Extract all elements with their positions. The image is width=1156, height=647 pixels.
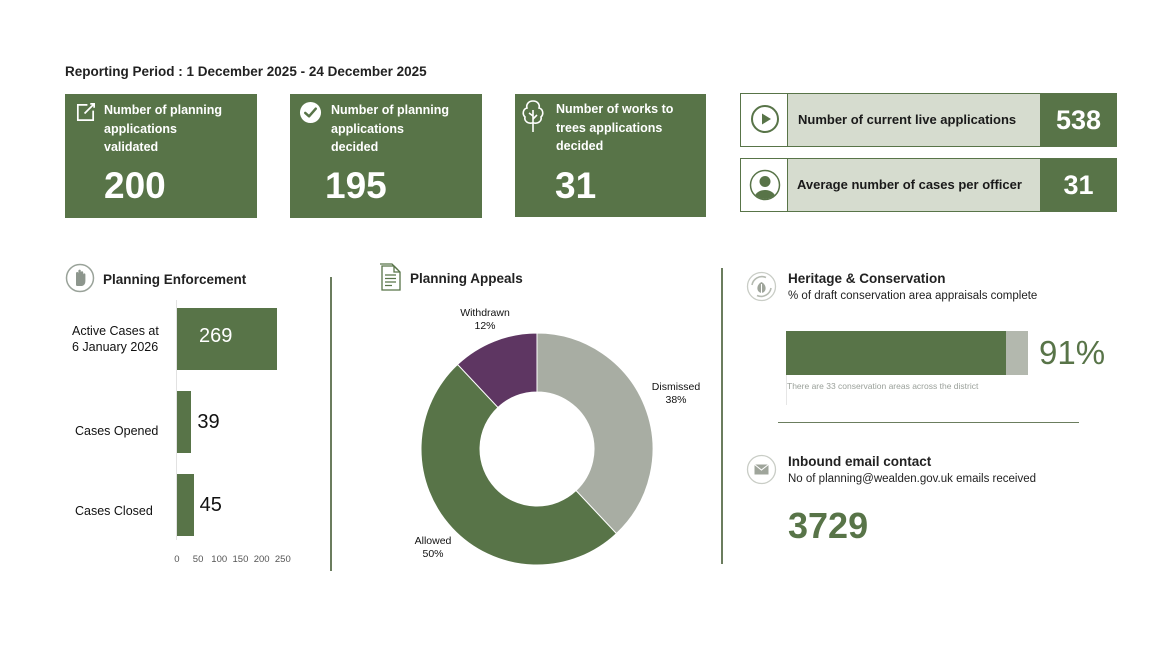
- tile-tree-applications-decided: Number of works to trees applications de…: [515, 94, 706, 217]
- enforcement-bar-value: 39: [197, 411, 220, 433]
- heritage-note: There are 33 conservation areas across t…: [787, 381, 979, 391]
- enforcement-bar: [177, 474, 194, 536]
- donut-label-name: Dismissed: [651, 381, 701, 393]
- enforcement-axis-tick: 50: [192, 554, 204, 565]
- check-circle-icon: [299, 101, 322, 124]
- enforcement-bar-value: 269: [199, 325, 233, 347]
- enforcement-title: Planning Enforcement: [103, 272, 247, 287]
- reporting-period: Reporting Period : 1 December 2025 - 24 …: [65, 64, 427, 79]
- donut-label-pct: 12%: [474, 320, 496, 332]
- enforcement-bar: [177, 308, 277, 370]
- heritage-progress-fill: [786, 331, 1007, 375]
- donut-slice-allowed: [420, 363, 618, 566]
- tile-value: 31: [555, 165, 597, 206]
- enforcement-bar: [177, 391, 192, 453]
- enforcement-category-label: Active Cases at 6 January 2026: [72, 323, 159, 355]
- play-icon: [751, 105, 779, 133]
- donut-label-pct: 38%: [665, 394, 687, 406]
- donut-slice-dismissed: [536, 332, 654, 535]
- enforcement-axis-tick: 0: [174, 554, 180, 565]
- heritage-percent: 91%: [1039, 334, 1106, 371]
- enforcement-axis-tick: 150: [232, 554, 249, 565]
- heritage-title: Heritage & Conservation: [788, 271, 946, 286]
- section-divider: [721, 268, 723, 564]
- tile-label-line: Number of works to: [556, 102, 674, 116]
- envelope-icon: [746, 454, 777, 485]
- tile-applications-validated: Number of planning applications validate…: [65, 94, 257, 218]
- tile-label-line: trees applications: [556, 120, 663, 135]
- tile-value: 200: [104, 165, 166, 206]
- summary-label: Number of current live applications: [798, 112, 1017, 127]
- summary-value: 31: [1040, 158, 1117, 212]
- heritage-progress-track: [786, 331, 1028, 375]
- tile-value: 195: [325, 165, 387, 206]
- donut-label-pct: 50%: [422, 548, 444, 560]
- tree-icon: [522, 100, 544, 132]
- edit-icon: [76, 103, 95, 122]
- enforcement-bar-value: 45: [199, 494, 222, 516]
- enforcement-axis-tick: 200: [253, 554, 270, 565]
- donut-slice-withdrawn: [456, 332, 538, 409]
- hand-icon: [65, 263, 95, 293]
- tile-applications-decided: Number of planning applications decided …: [290, 94, 482, 218]
- heritage-divider: [778, 422, 1079, 424]
- summary-label: Average number of cases per officer: [797, 177, 1022, 192]
- summary-row-cases-per-officer: Average number of cases per officer 31: [740, 158, 1117, 212]
- summary-value: 538: [1040, 93, 1117, 147]
- enforcement-category-line: 6 January 2026: [72, 340, 159, 354]
- heritage-progress-axis: [786, 375, 787, 405]
- section-divider: [330, 277, 332, 571]
- donut-label-dismissed: Dismissed 38%: [643, 381, 709, 407]
- document-icon: [380, 263, 401, 291]
- appeals-title: Planning Appeals: [410, 271, 523, 286]
- enforcement-category-label: Cases Closed: [75, 504, 153, 518]
- email-subtitle: No of planning@wealden.gov.uk emails rec…: [788, 473, 1036, 485]
- enforcement-axis-tick: 250: [274, 554, 291, 565]
- tile-label-line: decided: [331, 140, 379, 154]
- donut-label-allowed: Allowed 50%: [400, 535, 466, 561]
- person-icon: [749, 169, 781, 201]
- donut-label-name: Allowed: [414, 535, 452, 547]
- summary-icon-cell: [741, 94, 788, 146]
- summary-icon-cell: [741, 159, 788, 211]
- tile-label-line: Number of planning: [104, 103, 223, 117]
- leaf-cycle-icon: [746, 271, 777, 302]
- tile-label-line: validated: [104, 140, 159, 154]
- enforcement-axis-line: [176, 300, 177, 540]
- email-count: 3729: [788, 505, 869, 546]
- donut-label-withdrawn: Withdrawn 12%: [452, 307, 518, 333]
- tile-label-line: applications: [331, 121, 404, 136]
- tile-label-line: Number of planning: [331, 103, 450, 117]
- donut-label-name: Withdrawn: [460, 307, 510, 319]
- tile-label-line: decided: [556, 139, 604, 153]
- enforcement-axis-tick: 100: [211, 554, 228, 565]
- tile-label-line: applications: [104, 121, 177, 136]
- heritage-subtitle: % of draft conservation area appraisals …: [788, 290, 1038, 302]
- enforcement-category-label: Cases Opened: [75, 424, 159, 438]
- appeals-donut-chart: [420, 332, 654, 566]
- email-title: Inbound email contact: [788, 454, 932, 469]
- enforcement-category-line: Active Cases at: [72, 324, 159, 338]
- summary-row-live-applications: Number of current live applications 538: [740, 93, 1117, 147]
